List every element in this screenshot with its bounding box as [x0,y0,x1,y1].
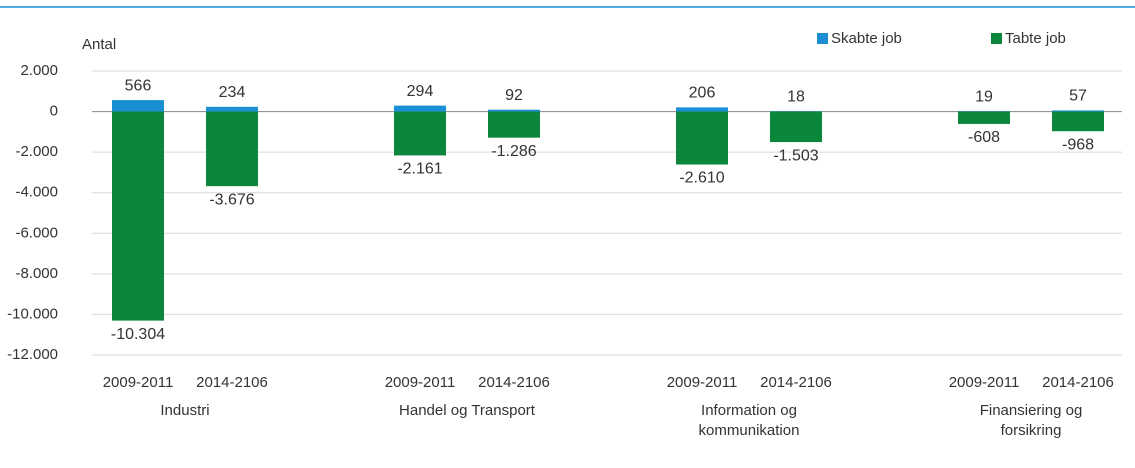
x-tick-label: 2014-2106 [478,374,550,391]
data-label: 92 [505,87,523,104]
x-tick-label: 2009-2011 [103,374,174,391]
y-tick-label: 0 [50,103,58,120]
bar [206,106,258,112]
legend-swatch [817,33,828,44]
data-label: 57 [1069,88,1087,105]
group-label: forsikring [1001,422,1062,439]
bar [112,100,164,112]
bar [1052,110,1104,112]
x-tick-label: 2009-2011 [385,374,456,391]
y-tick-label: -12.000 [7,346,58,363]
bar [676,111,728,165]
legend-label: Tabte job [1005,30,1066,47]
data-label: -2.610 [679,170,724,187]
y-tick-label: 2.000 [20,62,58,79]
bar [394,105,446,112]
data-label: 566 [125,77,152,94]
y-tick-label: -4.000 [15,184,58,201]
data-label: -1.286 [491,143,536,160]
data-label: 18 [787,88,805,105]
data-label: -608 [968,129,1000,146]
data-label: -1.503 [773,147,818,164]
y-axis-label: Antal [82,36,116,53]
bar [394,111,446,156]
bar [488,109,540,112]
group-label: Handel og Transport [399,402,536,419]
data-label: 19 [975,88,993,105]
y-tick-label: -6.000 [15,224,58,241]
bar [488,111,540,138]
group-label: Industri [160,402,209,419]
data-label: 294 [407,83,434,100]
legend-label: Skabte job [831,30,902,47]
bar [958,111,1010,124]
y-tick-label: -8.000 [15,265,58,282]
legend-swatch [991,33,1002,44]
data-label: 234 [219,84,246,101]
data-label: -10.304 [111,326,165,343]
data-label: 206 [689,85,716,102]
y-tick-label: -10.000 [7,305,58,322]
data-label: -968 [1062,136,1094,153]
x-tick-label: 2014-2106 [196,374,268,391]
bar [1052,111,1104,132]
bar [112,111,164,321]
x-tick-label: 2009-2011 [667,374,738,391]
bar [676,107,728,112]
data-label: -3.676 [209,191,254,208]
group-label: kommunikation [699,422,800,439]
x-tick-label: 2009-2011 [949,374,1020,391]
data-label: -2.161 [397,161,442,178]
x-tick-label: 2014-2106 [760,374,832,391]
bar [770,111,822,143]
y-tick-label: -2.000 [15,143,58,160]
x-tick-label: 2014-2106 [1042,374,1114,391]
group-label: Information og [701,402,797,419]
bar [206,111,258,187]
group-label: Finansiering og [980,402,1083,419]
